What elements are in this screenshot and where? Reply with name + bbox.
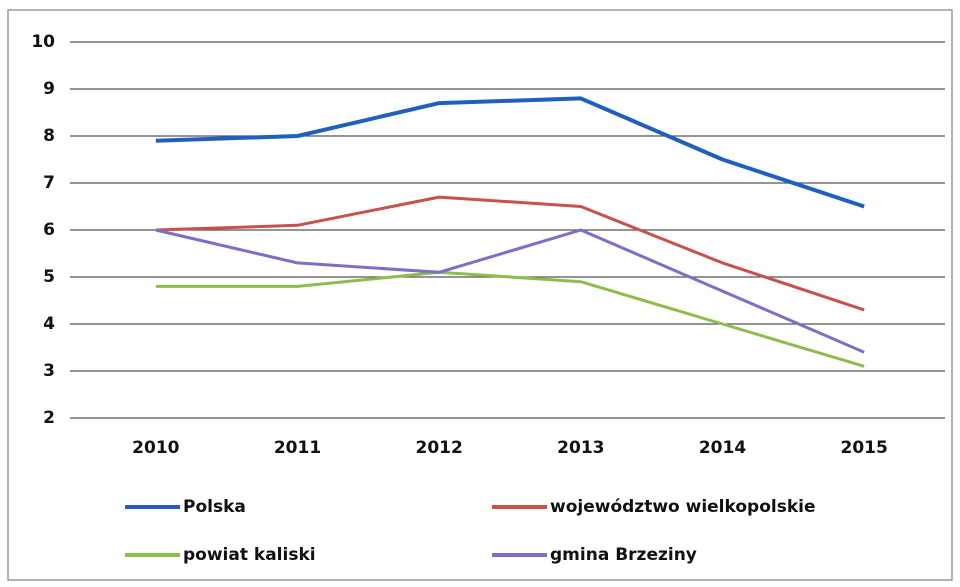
x-tick-label: 2013 <box>557 438 604 458</box>
x-tick-label: 2012 <box>416 438 463 458</box>
y-tick-label: 8 <box>43 126 55 146</box>
y-tick-label: 9 <box>43 79 55 99</box>
y-tick-label: 5 <box>43 267 55 287</box>
legend-label: gmina Brzeziny <box>550 545 697 565</box>
legend-label: Polska <box>183 497 246 517</box>
x-tick-label: 2010 <box>132 438 179 458</box>
x-tick-label: 2014 <box>699 438 746 458</box>
chart-frame <box>7 9 953 581</box>
x-tick-label: 2015 <box>841 438 888 458</box>
line-series <box>155 270 865 368</box>
y-tick-label: 6 <box>43 220 55 240</box>
y-tick-label: 4 <box>43 314 55 334</box>
line-series <box>155 228 865 354</box>
y-tick-label: 3 <box>43 361 55 381</box>
y-tick-label: 2 <box>43 408 55 428</box>
y-tick-label: 10 <box>31 32 55 52</box>
legend-label: województwo wielkopolskie <box>550 497 816 517</box>
legend-label: powiat kaliski <box>183 545 316 565</box>
line-series <box>155 195 865 312</box>
x-tick-label: 2011 <box>274 438 321 458</box>
y-tick-label: 7 <box>43 173 55 193</box>
line-series <box>155 96 865 209</box>
